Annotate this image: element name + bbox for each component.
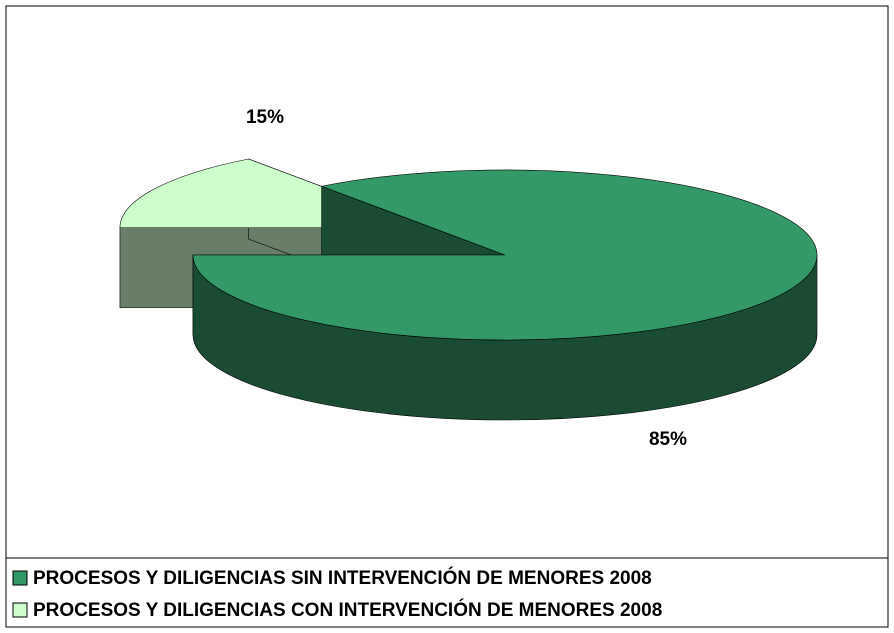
- data-label: 15%: [246, 107, 284, 128]
- legend-label: PROCESOS Y DILIGENCIAS SIN INTERVENCIÓN …: [33, 567, 652, 589]
- data-label: 85%: [649, 429, 687, 450]
- legend-label: PROCESOS Y DILIGENCIAS CON INTERVENCIÓN …: [33, 599, 662, 621]
- legend-frame: [5, 557, 889, 628]
- slice-shade: [193, 255, 817, 420]
- slice: [192, 169, 818, 341]
- legend-swatch: [12, 570, 28, 586]
- legend-swatch: [12, 602, 28, 618]
